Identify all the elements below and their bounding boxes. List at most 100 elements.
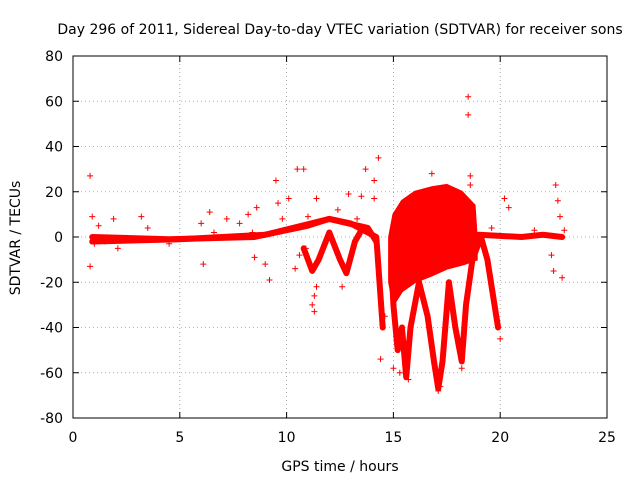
x-tick-label: 15	[384, 430, 402, 446]
data-point	[437, 383, 444, 390]
data-point	[405, 376, 412, 383]
data-point	[334, 206, 341, 213]
x-tick-label: 10	[278, 430, 296, 446]
data-point	[345, 191, 352, 198]
data-point	[488, 224, 495, 231]
data-point	[279, 215, 286, 222]
data-point	[554, 197, 561, 204]
data-point	[358, 193, 365, 200]
data-point	[497, 335, 504, 342]
x-tick-label: 5	[175, 430, 184, 446]
data-point	[138, 213, 145, 220]
data-point	[300, 166, 307, 173]
data-point	[285, 195, 292, 202]
dense-data-trace	[300, 227, 365, 277]
data-point	[304, 213, 311, 220]
data-point	[309, 301, 316, 308]
data-point	[87, 263, 94, 270]
data-point	[110, 215, 117, 222]
y-tick-label: -60	[40, 366, 63, 382]
dense-data-trace	[475, 231, 566, 240]
data-point	[114, 245, 121, 252]
data-point	[377, 356, 384, 363]
data-point	[249, 229, 256, 236]
data-point	[290, 224, 297, 231]
data-point	[435, 387, 442, 394]
y-axis-label: SDTVAR / TECUs	[8, 181, 24, 296]
data-point	[144, 224, 151, 231]
y-tick-label: -80	[40, 411, 63, 427]
data-point	[465, 111, 472, 118]
x-tick-label: 0	[69, 430, 78, 446]
data-point	[505, 204, 512, 211]
data-point	[223, 215, 230, 222]
x-axis-ticks: 0 5 10 15 20 25	[69, 56, 616, 446]
data-point	[390, 365, 397, 372]
dense-data-region	[388, 183, 478, 308]
data-point	[302, 245, 309, 252]
data-point	[552, 181, 559, 188]
data-point	[467, 172, 474, 179]
x-axis-label: GPS time / hours	[281, 459, 398, 475]
y-tick-label: -40	[40, 321, 63, 337]
data-point	[548, 252, 555, 259]
dense-data-trace	[388, 234, 502, 392]
data-point	[465, 93, 472, 100]
data-point	[95, 222, 102, 229]
data-point	[339, 283, 346, 290]
x-tick-label: 20	[491, 430, 509, 446]
y-tick-label: 40	[45, 140, 63, 156]
data-point	[102, 238, 109, 245]
x-tick-label: 25	[598, 430, 616, 446]
data-point	[210, 229, 217, 236]
data-point	[428, 170, 435, 177]
dense-data-trace	[89, 215, 380, 245]
data-point	[362, 166, 369, 173]
data-point	[311, 308, 318, 315]
y-tick-label: -20	[40, 275, 63, 291]
data-point	[452, 324, 459, 331]
data-point	[313, 195, 320, 202]
data-point	[198, 220, 205, 227]
data-point	[354, 215, 361, 222]
data-point	[422, 191, 429, 198]
data-point	[561, 227, 568, 234]
data-point	[550, 267, 557, 274]
y-tick-label: 60	[45, 94, 63, 110]
y-tick-label: 20	[45, 185, 63, 201]
data-point	[396, 369, 403, 376]
data-point	[275, 200, 282, 207]
data-point	[458, 365, 465, 372]
data-point	[531, 227, 538, 234]
data-point	[166, 240, 173, 247]
data-point	[401, 338, 408, 345]
y-tick-label: 0	[54, 230, 63, 246]
data-point	[371, 195, 378, 202]
data-point	[296, 252, 303, 259]
data-point	[253, 204, 260, 211]
data-point	[236, 220, 243, 227]
data-point	[262, 261, 269, 268]
data-point	[559, 274, 566, 281]
data-point	[311, 292, 318, 299]
data-point	[313, 283, 320, 290]
data-point	[371, 177, 378, 184]
data-point	[200, 261, 207, 268]
data-point	[245, 211, 252, 218]
data-point	[292, 265, 299, 272]
data-point	[467, 181, 474, 188]
data-point	[91, 240, 98, 247]
y-tick-label: 80	[45, 49, 63, 65]
data-point	[375, 154, 382, 161]
data-point	[495, 324, 502, 331]
data-point	[381, 313, 388, 320]
data-point	[206, 209, 213, 216]
data-point	[557, 213, 564, 220]
chart-title: Day 296 of 2011, Sidereal Day-to-day VTE…	[57, 22, 622, 38]
data-point	[87, 172, 94, 179]
data-point	[251, 254, 258, 261]
data-point	[272, 177, 279, 184]
plot-area	[87, 93, 568, 394]
data-point	[89, 213, 96, 220]
